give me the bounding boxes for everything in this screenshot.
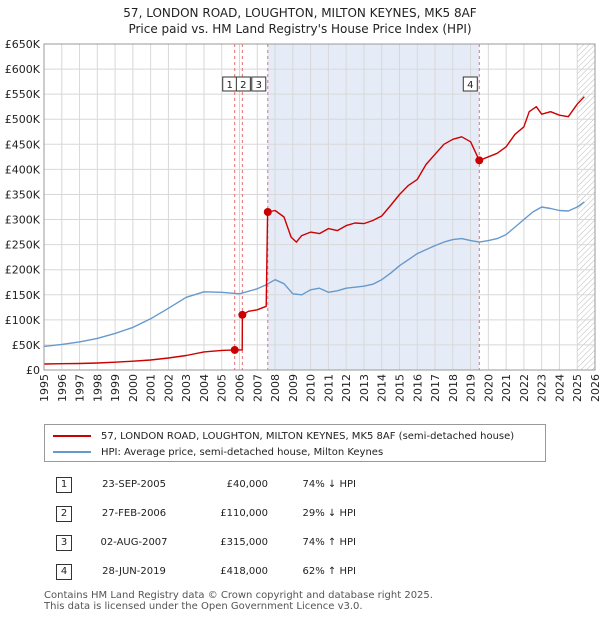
marker-label-box xyxy=(235,76,251,92)
table-row: 3 02-AUG-2007 £315,000 74% ↑ HPI xyxy=(40,528,356,557)
transaction-price: £40,000 xyxy=(226,479,268,490)
y-tick-label: £0 xyxy=(26,364,40,377)
legend-item-hpi: HPI: Average price, semi-detached house,… xyxy=(53,445,383,459)
footer-copyright: Contains HM Land Registry data © Crown c… xyxy=(44,590,433,601)
x-tick-label: 2016 xyxy=(411,374,424,402)
hpi-line xyxy=(43,201,585,348)
legend: 57, LONDON ROAD, LOUGHTON, MILTON KEYNES… xyxy=(44,424,546,462)
forecast-hatched-region xyxy=(577,44,595,370)
ownership-shaded-region xyxy=(267,44,480,370)
transaction-date: 23-SEP-2005 xyxy=(102,479,166,490)
y-tick-label: £650K xyxy=(5,38,41,51)
x-tick-label: 2003 xyxy=(180,374,193,402)
x-tick-label: 2024 xyxy=(553,374,566,402)
legend-swatch-property xyxy=(53,435,91,437)
y-tick-label: £150K xyxy=(5,289,41,302)
x-tick-label: 2025 xyxy=(571,374,584,402)
x-tick-label: 2008 xyxy=(269,374,282,402)
legend-label-property: 57, LONDON ROAD, LOUGHTON, MILTON KEYNES… xyxy=(101,430,515,442)
transaction-price: £110,000 xyxy=(220,508,268,519)
x-tick-label: 1997 xyxy=(74,374,87,402)
y-tick-label: £600K xyxy=(5,63,41,76)
x-tick-label: 2021 xyxy=(500,374,513,402)
sale-point xyxy=(230,345,239,354)
table-row: 4 28-JUN-2019 £418,000 62% ↑ HPI xyxy=(40,557,356,586)
transaction-number: 4 xyxy=(56,563,72,580)
transaction-hpi-delta: 62% ↑ HPI xyxy=(302,566,356,577)
x-tick-label: 2026 xyxy=(589,374,600,402)
transaction-hpi-delta: 74% ↓ HPI xyxy=(302,479,356,490)
chart-title: 57, LONDON ROAD, LOUGHTON, MILTON KEYNES… xyxy=(123,6,477,20)
x-tick-label: 2014 xyxy=(376,374,389,402)
x-tick-label: 1995 xyxy=(38,374,51,402)
marker-label-box xyxy=(462,76,478,92)
table-row: 2 27-FEB-2006 £110,000 29% ↓ HPI xyxy=(40,499,356,528)
x-tick-label: 2009 xyxy=(287,374,300,402)
x-tick-label: 2005 xyxy=(216,374,229,402)
marker-label: 2 xyxy=(240,80,246,91)
x-tick-label: 2020 xyxy=(482,374,495,402)
transaction-price: £418,000 xyxy=(220,566,268,577)
x-tick-label: 2006 xyxy=(234,374,247,402)
x-tick-label: 2004 xyxy=(198,374,211,402)
transaction-number: 1 xyxy=(56,476,72,493)
property-price-line xyxy=(43,96,585,365)
footer-licence: This data is licensed under the Open Gov… xyxy=(44,601,363,612)
transactions-table: 1 23-SEP-2005 £40,000 74% ↓ HPI 2 27-FEB… xyxy=(40,470,356,586)
marker-label: 3 xyxy=(256,80,262,91)
chart-subtitle: Price paid vs. HM Land Registry's House … xyxy=(128,22,472,36)
x-tick-label: 2013 xyxy=(358,374,371,402)
transaction-date: 27-FEB-2006 xyxy=(101,508,167,519)
y-tick-label: £200K xyxy=(5,264,41,277)
x-tick-label: 1999 xyxy=(109,374,122,402)
transaction-date: 02-AUG-2007 xyxy=(100,537,168,548)
sale-point xyxy=(238,310,247,319)
sale-point xyxy=(263,208,272,217)
x-tick-label: 2012 xyxy=(340,374,353,402)
x-tick-label: 2002 xyxy=(162,374,175,402)
y-tick-label: £250K xyxy=(5,239,41,252)
x-tick-label: 2011 xyxy=(322,374,335,402)
footer: Contains HM Land Registry data © Crown c… xyxy=(44,590,433,612)
y-tick-label: £300K xyxy=(5,214,41,227)
y-tick-label: £100K xyxy=(5,314,41,327)
x-tick-label: 2010 xyxy=(305,374,318,402)
x-tick-label: 2001 xyxy=(145,374,158,402)
transaction-number: 2 xyxy=(56,505,72,522)
transaction-price: £315,000 xyxy=(220,537,268,548)
x-tick-label: 2017 xyxy=(429,374,442,402)
legend-label-hpi: HPI: Average price, semi-detached house,… xyxy=(101,446,384,458)
x-tick-label: 2019 xyxy=(465,374,478,402)
sale-point xyxy=(475,156,484,165)
legend-item-property: 57, LONDON ROAD, LOUGHTON, MILTON KEYNES… xyxy=(53,429,514,443)
y-tick-label: £350K xyxy=(5,188,41,201)
transaction-date: 28-JUN-2019 xyxy=(102,566,166,577)
transaction-number: 3 xyxy=(56,534,72,551)
legend-swatch-hpi xyxy=(53,451,91,453)
x-tick-label: 2000 xyxy=(127,374,140,402)
transaction-hpi-delta: 74% ↑ HPI xyxy=(302,537,356,548)
plot-border xyxy=(43,43,596,371)
x-tick-label: 1998 xyxy=(91,374,104,402)
x-tick-label: 2015 xyxy=(393,374,406,402)
x-tick-label: 2018 xyxy=(447,374,460,402)
x-tick-label: 2007 xyxy=(251,374,264,402)
x-tick-label: 2023 xyxy=(536,374,549,402)
x-tick-label: 1996 xyxy=(56,374,69,402)
y-tick-label: £450K xyxy=(5,138,41,151)
marker-label: 1 xyxy=(227,80,233,91)
y-tick-label: £550K xyxy=(5,88,41,101)
transaction-hpi-delta: 29% ↓ HPI xyxy=(302,508,356,519)
marker-label: 4 xyxy=(467,80,473,91)
y-tick-label: £400K xyxy=(5,163,41,176)
x-tick-label: 2022 xyxy=(518,374,531,402)
table-row: 1 23-SEP-2005 £40,000 74% ↓ HPI xyxy=(40,470,356,499)
y-tick-label: £50K xyxy=(12,339,41,352)
y-tick-label: £500K xyxy=(5,113,41,126)
marker-label-box xyxy=(251,76,267,92)
